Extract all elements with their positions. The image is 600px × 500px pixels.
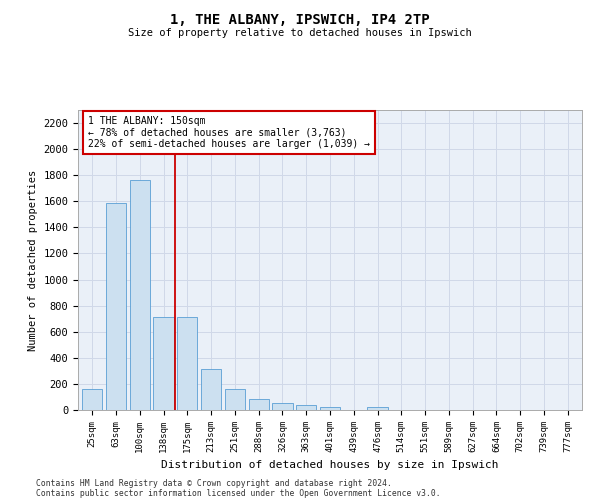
Bar xyxy=(367,408,388,410)
Y-axis label: Number of detached properties: Number of detached properties xyxy=(28,170,38,350)
Bar xyxy=(201,369,221,410)
Bar xyxy=(320,406,340,410)
Bar xyxy=(82,389,103,410)
Bar xyxy=(272,403,293,410)
Text: Size of property relative to detached houses in Ipswich: Size of property relative to detached ho… xyxy=(128,28,472,38)
Bar xyxy=(130,180,150,410)
Bar xyxy=(106,202,126,410)
Bar xyxy=(296,406,316,410)
Bar xyxy=(154,318,173,410)
Bar xyxy=(225,389,245,410)
X-axis label: Distribution of detached houses by size in Ipswich: Distribution of detached houses by size … xyxy=(161,460,499,470)
Text: 1, THE ALBANY, IPSWICH, IP4 2TP: 1, THE ALBANY, IPSWICH, IP4 2TP xyxy=(170,12,430,26)
Bar xyxy=(177,318,197,410)
Text: Contains HM Land Registry data © Crown copyright and database right 2024.: Contains HM Land Registry data © Crown c… xyxy=(36,478,392,488)
Text: Contains public sector information licensed under the Open Government Licence v3: Contains public sector information licen… xyxy=(36,488,440,498)
Text: 1 THE ALBANY: 150sqm
← 78% of detached houses are smaller (3,763)
22% of semi-de: 1 THE ALBANY: 150sqm ← 78% of detached h… xyxy=(88,116,370,149)
Bar xyxy=(248,399,269,410)
